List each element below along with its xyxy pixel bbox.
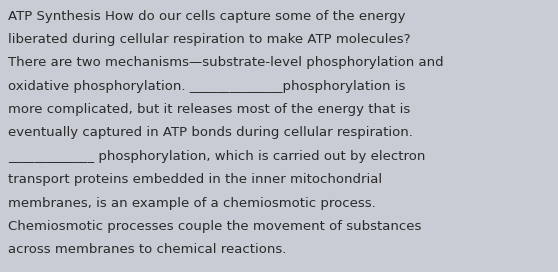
Text: _____________ phosphorylation, which is carried out by electron: _____________ phosphorylation, which is …: [8, 150, 426, 163]
Text: across membranes to chemical reactions.: across membranes to chemical reactions.: [8, 243, 287, 256]
Text: more complicated, but it releases most of the energy that is: more complicated, but it releases most o…: [8, 103, 411, 116]
Text: ATP Synthesis How do our cells capture some of the energy: ATP Synthesis How do our cells capture s…: [8, 10, 406, 23]
Text: There are two mechanisms—substrate-level phosphorylation and: There are two mechanisms—substrate-level…: [8, 56, 444, 69]
Text: Chemiosmotic processes couple the movement of substances: Chemiosmotic processes couple the moveme…: [8, 220, 422, 233]
Text: oxidative phosphorylation. ______________phosphorylation is: oxidative phosphorylation. _____________…: [8, 80, 406, 93]
Text: eventually captured in ATP bonds during cellular respiration.: eventually captured in ATP bonds during …: [8, 126, 413, 140]
Text: transport proteins embedded in the inner mitochondrial: transport proteins embedded in the inner…: [8, 173, 382, 186]
Text: liberated during cellular respiration to make ATP molecules?: liberated during cellular respiration to…: [8, 33, 411, 46]
Text: membranes, is an example of a chemiosmotic process.: membranes, is an example of a chemiosmot…: [8, 197, 376, 210]
